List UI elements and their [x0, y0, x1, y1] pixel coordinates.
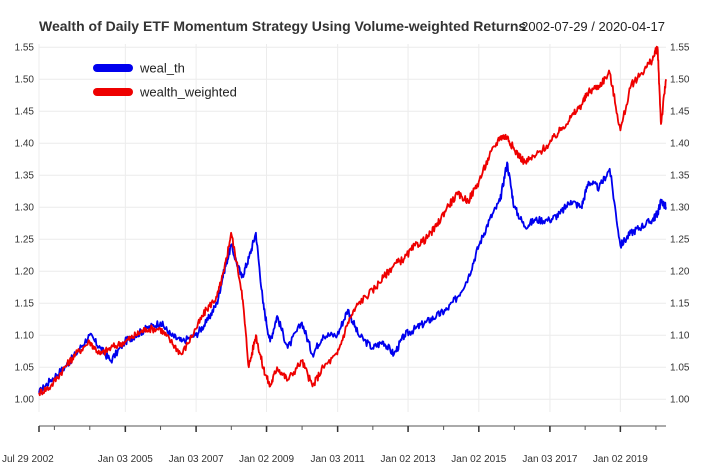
- date-range-label: 2002-07-29 / 2020-04-17: [521, 19, 665, 34]
- y-tick-label-left: 1.00: [15, 395, 35, 406]
- y-tick-label-right: 1.00: [670, 395, 690, 406]
- y-tick-label-left: 1.35: [15, 171, 35, 182]
- y-tick-label-left: 1.40: [15, 139, 35, 150]
- y-tick-label-right: 1.15: [670, 299, 690, 310]
- y-tick-label-right: 1.50: [670, 75, 690, 86]
- x-tick-label: Jan 02 2019: [593, 454, 648, 465]
- x-tick-label: Jan 02 2015: [451, 454, 506, 465]
- y-tick-label-right: 1.30: [670, 203, 690, 214]
- legend-label-weal-th: weal_th: [139, 61, 185, 76]
- y-tick-label-right: 1.40: [670, 139, 690, 150]
- y-tick-label-left: 1.55: [15, 43, 35, 54]
- y-tick-label-left: 1.05: [15, 363, 35, 374]
- axes: 1.00 1.00 1.05 1.05 1.10 1.10 1.15 1.15 1.20 1.20…: [2, 43, 690, 465]
- y-tick-label-right: 1.55: [670, 43, 690, 54]
- chart-title: Wealth of Daily ETF Momentum Strategy Us…: [39, 18, 526, 34]
- x-tick-label: Jan 03 2005: [98, 454, 153, 465]
- y-tick-label-left: 1.30: [15, 203, 35, 214]
- series-lines: [38, 45, 667, 397]
- x-tick-label: Jul 29 2002: [2, 454, 54, 465]
- y-tick-label-left: 1.15: [15, 299, 35, 310]
- y-tick-label-right: 1.20: [670, 267, 690, 278]
- x-tick-label: Jan 03 2011: [310, 454, 365, 465]
- y-tick-label-right: 1.35: [670, 171, 690, 182]
- grid: [38, 44, 666, 412]
- y-tick-label-left: 1.50: [15, 75, 35, 86]
- series-line-weal-th: [38, 161, 667, 395]
- legend: weal_th wealth_weighted: [93, 61, 237, 100]
- legend-label-wealth-weighted: wealth_weighted: [139, 85, 237, 100]
- x-tick-label: Jan 02 2013: [381, 454, 436, 465]
- y-tick-label-right: 1.45: [670, 107, 690, 118]
- x-tick-label: Jan 03 2017: [522, 454, 577, 465]
- y-tick-label-right: 1.10: [670, 331, 690, 342]
- y-tick-label-right: 1.05: [670, 363, 690, 374]
- series-line-wealth-weighted: [38, 45, 667, 397]
- y-tick-label-left: 1.20: [15, 267, 35, 278]
- y-tick-label-left: 1.10: [15, 331, 35, 342]
- x-tick-label: Jan 02 2009: [239, 454, 294, 465]
- y-tick-label-left: 1.25: [15, 235, 35, 246]
- y-tick-label-right: 1.25: [670, 235, 690, 246]
- x-tick-label: Jan 03 2007: [169, 454, 224, 465]
- y-tick-label-left: 1.45: [15, 107, 35, 118]
